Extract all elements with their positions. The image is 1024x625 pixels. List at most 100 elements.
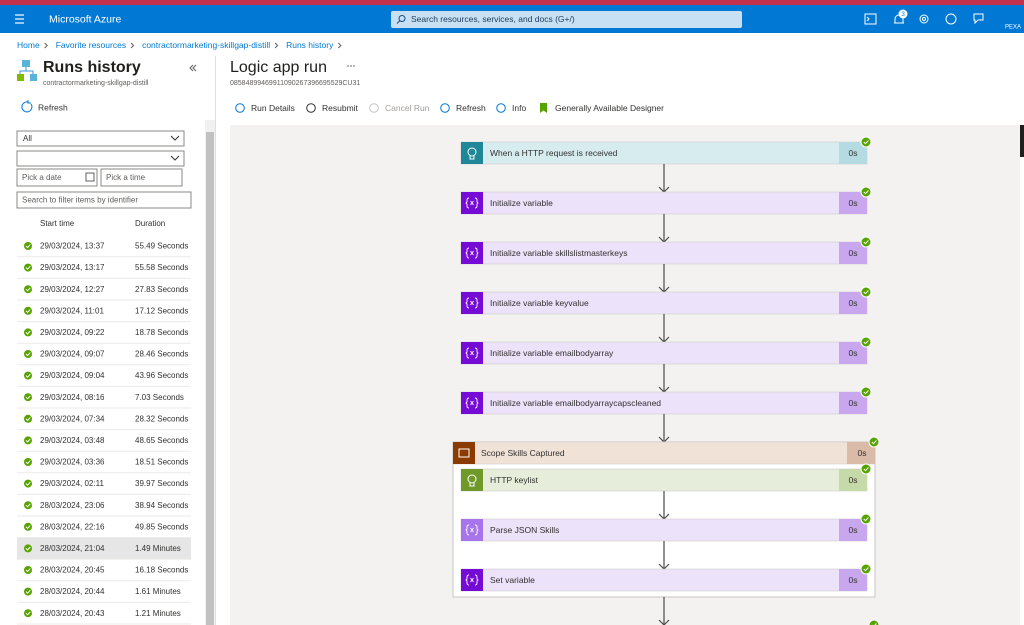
status-icon [24,414,32,423]
status-tick [25,309,31,314]
run-start: 29/03/2024, 12:27 [40,285,105,294]
date-picker[interactable] [16,168,98,187]
workflow-step[interactable]: Initialize variable 0s [460,191,868,215]
run-start: 29/03/2024, 02:11 [40,479,104,488]
workflow-step[interactable]: Initialize variable emailbodyarraycapscl… [460,391,868,415]
step-icon [453,442,475,464]
step-duration: 0s [849,575,858,585]
run-row[interactable]: 29/03/2024, 08:16 7.03 Seconds [17,393,191,409]
run-row[interactable]: 29/03/2024, 09:22 18.78 Seconds [17,328,191,344]
run-duration: 28.46 Seconds [135,350,188,359]
run-start: 29/03/2024, 11:01 [40,306,104,315]
status-icon [24,458,32,466]
top-icons[interactable] [864,13,984,25]
status-tick [25,503,31,508]
run-row[interactable]: 29/03/2024, 09:04 43.96 Seconds [17,371,191,387]
run-row[interactable]: 29/03/2024, 09:07 28.46 Seconds [17,350,191,366]
toolbar-button[interactable]: Refresh [440,103,486,113]
menu-button[interactable] [15,14,24,24]
run-duration: 18.51 Seconds [135,458,188,467]
run-duration: 1.61 Minutes [135,587,181,596]
step-duration: 0s [849,348,858,358]
success-tick [863,290,869,295]
run-row[interactable]: 29/03/2024, 02:11 39.97 Seconds [17,479,191,495]
workflow-step[interactable]: When a HTTP request is received 0s [460,141,868,165]
run-row[interactable]: 28/03/2024, 23:06 38.94 Seconds [17,501,191,517]
step-duration-box [839,292,867,314]
workflow-step[interactable]: Initialize variable emailbodyarray 0s [460,341,868,365]
status-filter-value: All [23,134,32,143]
status-icon [24,544,32,553]
run-row[interactable]: 28/03/2024, 20:44 1.61 Minutes [17,587,191,603]
status-icon [24,436,32,445]
workflow-step[interactable]: Initialize variable skillslistmasterkeys… [460,241,868,265]
toolbar-button[interactable]: Generally Available Designer [540,103,664,113]
run-duration: 43.96 Seconds [135,371,188,380]
chevron [170,135,180,141]
status-tick [25,460,31,465]
search-runs[interactable] [16,191,192,209]
toolbar-button[interactable]: Resubmit [306,103,359,113]
success-badge [860,136,872,148]
step-label: Parse JSON Skills [490,525,559,535]
run-duration: 18.78 Seconds [135,328,188,337]
collapse-button[interactable] [189,64,197,72]
run-duration: 49.85 Seconds [135,522,188,531]
success-tick [863,567,869,572]
status-tick [25,589,31,594]
icon-glyph [465,347,479,359]
run-row[interactable]: 28/03/2024, 20:43 1.21 Minutes [17,609,191,625]
toolbar-icon [540,103,547,113]
step-duration-box [839,192,867,214]
run-row[interactable]: 29/03/2024, 07:34 28.32 Seconds [17,414,191,431]
toolbar-label: Info [512,103,526,113]
workflow-step[interactable]: Initialize variable keyvalue 0s [460,291,868,315]
run-row[interactable]: 29/03/2024, 03:48 48.65 Seconds [17,436,191,452]
status-icon [24,479,32,488]
refresh-button[interactable]: Refresh [38,102,68,112]
run-duration: 48.65 Seconds [135,436,188,445]
success-badge [860,236,872,248]
scrollbar-thumb[interactable] [206,132,214,625]
toolbar-icon [369,103,379,113]
status-tick [25,265,31,270]
run-row[interactable]: 29/03/2024, 03:36 18.51 Seconds [17,458,191,474]
run-row[interactable]: 29/03/2024, 11:01 17.12 Seconds [17,306,191,323]
run-row[interactable]: 28/03/2024, 20:45 16.18 Seconds [17,566,191,582]
toolbar-button[interactable]: Run Details [235,103,295,113]
window-strip [0,0,1024,5]
breadcrumb-link[interactable]: Favorite resources [56,40,126,50]
time-picker[interactable] [100,168,183,187]
status-filter[interactable] [16,130,185,147]
run-row[interactable]: 28/03/2024, 21:04 1.49 Minutes [17,537,191,560]
brand[interactable]: Microsoft Azure [49,13,122,25]
more-button[interactable] [347,65,355,67]
column-header[interactable]: Duration [135,219,165,228]
icon-glyph [465,297,479,309]
run-row[interactable]: 29/03/2024, 13:17 55.58 Seconds [17,263,191,279]
workflow-step[interactable]: Scope Skills Captured 0s [452,441,876,465]
workflow-step[interactable]: Parse JSON Skills 0s [460,518,868,542]
step-duration: 0s [858,448,867,458]
toolbar-icon [440,103,450,113]
breadcrumb-link[interactable]: contractormarketing-skillgap-distill [142,40,270,50]
status-tick [25,330,31,335]
column-header[interactable]: Start time [40,219,75,228]
toolbar-button[interactable]: Info [496,103,527,113]
search-runs-placeholder: Search to filter items by identifier [22,196,138,205]
filter-dropdown[interactable] [16,150,185,167]
search-box[interactable] [391,11,742,28]
breadcrumb-link[interactable]: Home [17,40,40,50]
user-name[interactable]: PEXA [1005,25,1021,31]
canvas-scrollbar [1020,125,1024,157]
workflow-step[interactable]: HTTP keylist 0s [460,468,868,492]
success-tick [863,340,869,345]
workflow-step[interactable]: Set variable 0s [460,568,868,592]
breadcrumb-link[interactable]: Runs history [286,40,334,50]
breadcrumb: Home Favorite resources contractormarketin… [17,40,342,50]
run-row[interactable]: 29/03/2024, 13:37 55.49 Seconds [17,242,191,258]
success-badge [860,563,872,575]
step-duration-box [839,392,867,414]
run-duration: 38.94 Seconds [135,501,188,510]
run-row[interactable]: 29/03/2024, 12:27 27.83 Seconds [17,285,191,301]
